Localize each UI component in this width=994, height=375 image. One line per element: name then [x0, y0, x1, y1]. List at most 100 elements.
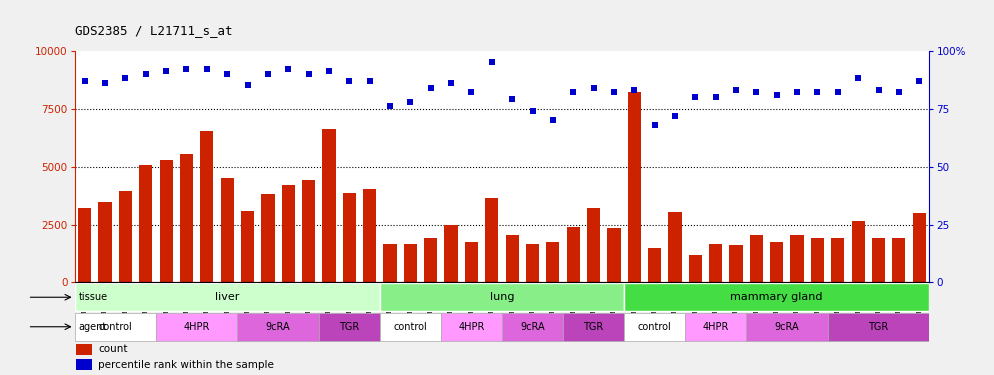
- Bar: [444, 225, 457, 282]
- Bar: [624, 313, 685, 341]
- Bar: [98, 202, 111, 282]
- Bar: [485, 198, 498, 282]
- Bar: [689, 255, 702, 282]
- Point: [647, 122, 663, 128]
- Bar: [77, 359, 91, 370]
- Bar: [79, 208, 91, 282]
- Point: [422, 85, 438, 91]
- Bar: [567, 227, 580, 282]
- Bar: [872, 238, 885, 282]
- Text: agent: agent: [79, 322, 107, 332]
- Point: [545, 117, 561, 123]
- Text: tissue: tissue: [79, 292, 108, 302]
- Bar: [831, 238, 845, 282]
- Bar: [319, 313, 380, 341]
- Bar: [156, 313, 238, 341]
- Bar: [363, 189, 377, 282]
- Bar: [221, 178, 234, 282]
- Bar: [746, 313, 828, 341]
- Point: [830, 89, 846, 95]
- Bar: [241, 211, 254, 282]
- Point: [341, 78, 357, 84]
- Point: [443, 80, 459, 86]
- Text: mammary gland: mammary gland: [731, 292, 823, 302]
- Point: [362, 78, 378, 84]
- Text: TGR: TGR: [583, 322, 603, 332]
- Point: [300, 71, 316, 77]
- Text: percentile rank within the sample: percentile rank within the sample: [98, 360, 274, 370]
- Point: [566, 89, 581, 95]
- Bar: [770, 242, 783, 282]
- Point: [280, 66, 296, 72]
- Bar: [322, 129, 336, 282]
- Bar: [749, 235, 763, 282]
- Bar: [180, 154, 193, 282]
- Bar: [709, 244, 723, 282]
- Point: [484, 59, 500, 65]
- Point: [809, 89, 825, 95]
- Bar: [506, 235, 519, 282]
- Point: [768, 92, 784, 98]
- Bar: [893, 238, 906, 282]
- Bar: [526, 244, 539, 282]
- Point: [260, 71, 276, 77]
- Bar: [261, 194, 274, 282]
- Bar: [730, 245, 743, 282]
- Bar: [465, 242, 478, 282]
- Text: 9cRA: 9cRA: [774, 322, 799, 332]
- Bar: [624, 283, 929, 311]
- Bar: [139, 165, 152, 282]
- Bar: [912, 213, 925, 282]
- Point: [606, 89, 622, 95]
- Point: [321, 69, 337, 75]
- Bar: [441, 313, 502, 341]
- Text: GDS2385 / L21711_s_at: GDS2385 / L21711_s_at: [75, 24, 232, 38]
- Bar: [790, 235, 804, 282]
- Bar: [563, 313, 624, 341]
- Text: 4HPR: 4HPR: [703, 322, 729, 332]
- Point: [626, 87, 642, 93]
- Bar: [380, 283, 624, 311]
- Point: [240, 82, 255, 88]
- Bar: [75, 283, 380, 311]
- Point: [911, 78, 927, 84]
- Point: [403, 99, 418, 105]
- Point: [97, 80, 113, 86]
- Bar: [828, 313, 929, 341]
- Point: [463, 89, 479, 95]
- Bar: [648, 248, 661, 282]
- Bar: [547, 242, 560, 282]
- Point: [891, 89, 907, 95]
- Bar: [607, 228, 620, 282]
- Bar: [404, 244, 417, 282]
- Bar: [627, 92, 641, 282]
- Bar: [75, 313, 156, 341]
- Bar: [685, 313, 746, 341]
- Point: [688, 94, 704, 100]
- Bar: [502, 313, 563, 341]
- Bar: [424, 238, 437, 282]
- Bar: [380, 313, 441, 341]
- Text: control: control: [638, 322, 672, 332]
- Bar: [586, 208, 600, 282]
- Point: [179, 66, 195, 72]
- Bar: [77, 344, 91, 355]
- Point: [789, 89, 805, 95]
- Point: [117, 75, 133, 81]
- Text: 4HPR: 4HPR: [184, 322, 210, 332]
- Text: liver: liver: [215, 292, 240, 302]
- Point: [850, 75, 866, 81]
- Point: [220, 71, 236, 77]
- Point: [748, 89, 764, 95]
- Bar: [668, 212, 682, 282]
- Text: 9cRA: 9cRA: [265, 322, 290, 332]
- Point: [585, 85, 601, 91]
- Bar: [384, 244, 397, 282]
- Text: TGR: TGR: [339, 322, 360, 332]
- Point: [138, 71, 154, 77]
- Point: [77, 78, 92, 84]
- Bar: [811, 238, 824, 282]
- Text: control: control: [394, 322, 427, 332]
- Bar: [281, 185, 295, 282]
- Text: lung: lung: [490, 292, 514, 302]
